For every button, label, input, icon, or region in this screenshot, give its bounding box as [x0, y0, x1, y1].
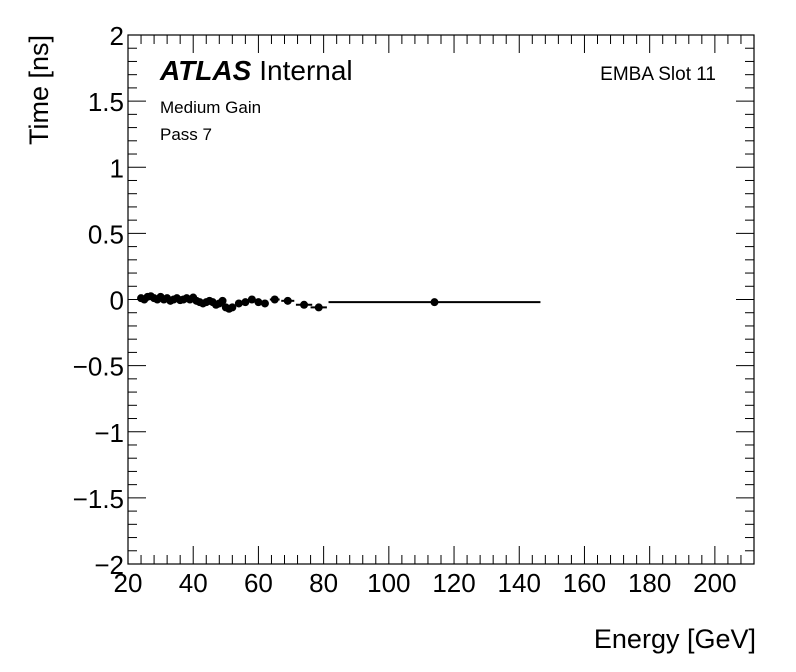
data-point: [281, 296, 295, 305]
x-axis-title: Energy [GeV]: [594, 624, 756, 654]
data-marker: [283, 296, 292, 305]
x-tick-label: 80: [309, 568, 338, 598]
x-tick-label: 180: [628, 568, 671, 598]
data-point: [234, 299, 243, 308]
data-marker: [300, 300, 309, 309]
data-point: [328, 298, 541, 307]
pass-label: Pass 7: [160, 125, 212, 144]
y-tick-label: 0: [110, 286, 124, 316]
data-marker: [234, 299, 243, 308]
data-point: [310, 303, 327, 312]
data-marker: [260, 299, 269, 308]
data-point: [254, 298, 263, 307]
x-tick-label: 120: [432, 568, 475, 598]
slot-label: EMBA Slot 11: [600, 64, 716, 85]
data-marker: [314, 303, 323, 312]
x-tick-label: 40: [179, 568, 208, 598]
data-point: [260, 299, 269, 308]
atlas-logo-text: ATLAS: [159, 55, 252, 86]
y-tick-label: −1: [94, 418, 124, 448]
y-tick-label: −0.5: [73, 352, 124, 382]
data-marker: [228, 303, 237, 312]
y-tick-label: 0.5: [88, 219, 124, 249]
y-tick-label: −2: [94, 550, 124, 580]
x-tick-label: 160: [563, 568, 606, 598]
x-tick-label: 20: [114, 568, 143, 598]
x-tick-label: 100: [367, 568, 410, 598]
y-tick-label: 1.5: [88, 87, 124, 117]
data-marker: [270, 295, 279, 304]
atlas-label: ATLAS Internal: [159, 55, 353, 86]
data-marker: [241, 298, 250, 307]
atlas-internal-text: Internal: [259, 55, 352, 86]
y-tick-label: 1: [110, 153, 124, 183]
data-point: [228, 303, 237, 312]
data-marker: [247, 295, 256, 304]
data-point: [218, 296, 227, 305]
y-tick-label: −1.5: [73, 484, 124, 514]
data-marker: [254, 298, 263, 307]
gain-label: Medium Gain: [160, 98, 261, 117]
x-tick-label: 200: [693, 568, 736, 598]
x-tick-label: 140: [498, 568, 541, 598]
tick-marks: [127, 34, 755, 565]
x-tick-label: 60: [244, 568, 273, 598]
y-tick-label: 2: [110, 21, 124, 51]
data-point: [295, 300, 313, 309]
data-point: [247, 295, 256, 304]
y-tick-labels: −2 −1.5 −1 −0.5 0 0.5 1 1.5 2: [73, 21, 124, 580]
x-tick-labels: 20 40 60 80 100 120 140 160 180 200: [114, 568, 737, 598]
data-point: [269, 295, 280, 304]
y-axis-title: Time [ns]: [24, 35, 54, 145]
data-point: [241, 298, 250, 307]
data-series: [137, 292, 541, 313]
data-marker: [430, 298, 439, 307]
data-marker: [218, 296, 227, 305]
